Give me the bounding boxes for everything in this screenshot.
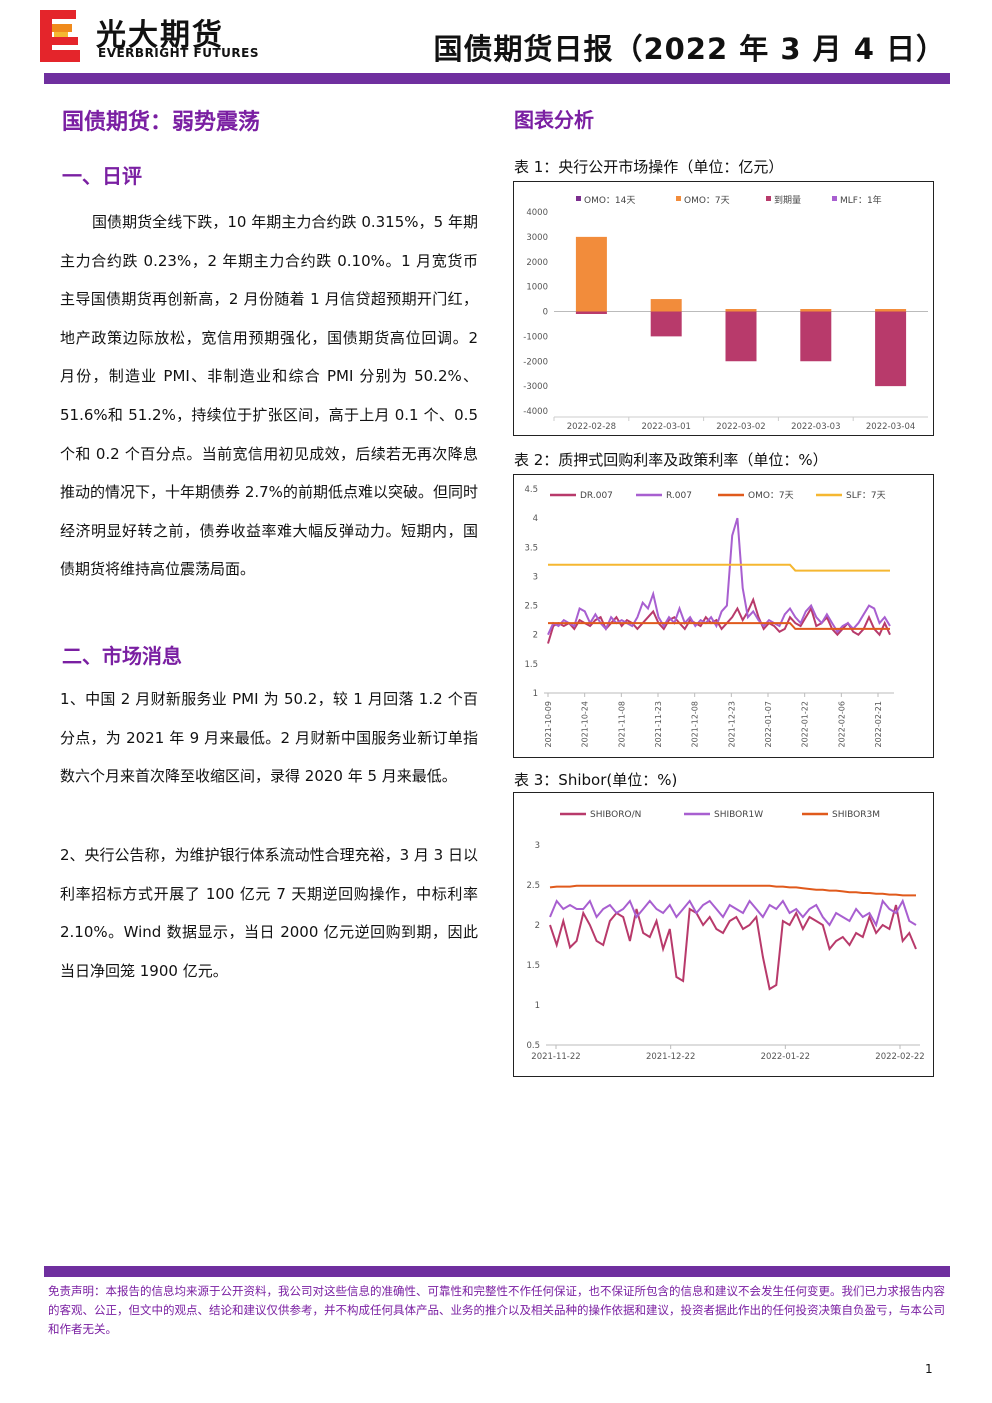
bar xyxy=(725,311,757,362)
y-tick-label: 2.5 xyxy=(526,881,540,891)
series-line xyxy=(547,517,891,636)
y-tick-label: 1000 xyxy=(526,283,548,293)
bar xyxy=(800,311,832,362)
disclaimer-text: 免责声明：本报告的信息均来源于公开资料，我公司对这些信息的准确性、可靠性和完整性… xyxy=(48,1284,945,1336)
x-tick-label: 2021-11-23 xyxy=(654,701,663,748)
bar xyxy=(800,309,832,312)
page-number: 1 xyxy=(925,1362,933,1376)
daily-review-paragraph: 国债期货全线下跌，10 年期主力合约跌 0.315%，5 年期主力合约跌 0.2… xyxy=(60,213,478,579)
x-tick-label: 2022-01-22 xyxy=(761,1052,810,1062)
company-logo xyxy=(40,10,82,62)
x-tick-label: 2022-02-28 xyxy=(567,422,616,432)
x-tick-label: 2021-12-22 xyxy=(646,1052,695,1062)
footer-divider xyxy=(44,1266,950,1277)
chart-repo-rates: DR.007 R.007 OMO：7天 SLF：7天 4.5 4 3.5 3 2.5 2 1.5 1 2… xyxy=(513,474,934,758)
x-tick-label: 2021-10-09 xyxy=(544,701,553,748)
brand-name-en: EVERBRIGHT FUTURES xyxy=(98,46,259,60)
legend-swatch xyxy=(676,196,681,201)
bar xyxy=(650,299,682,312)
y-tick-label: 4 xyxy=(533,514,538,524)
legend-label: OMO：14天 xyxy=(584,196,635,206)
chart-3-svg: SHIBORO/N SHIBOR1W SHIBOR3M32.521.510.5202… xyxy=(526,810,924,1062)
section-title-market-news: 二、市场消息 xyxy=(62,644,182,668)
y-tick-label: 3 xyxy=(533,572,538,582)
y-tick-label: 1.5 xyxy=(526,961,540,971)
report-title: 国债期货日报（2022 年 3 月 4 日） xyxy=(433,32,946,66)
y-tick-label: 4.5 xyxy=(524,485,538,495)
series-line xyxy=(549,904,917,991)
legend-label: SHIBOR3M xyxy=(832,810,880,820)
header-divider xyxy=(44,73,950,84)
x-tick-label: 2021-12-23 xyxy=(727,701,736,748)
x-tick-label: 2022-02-06 xyxy=(837,701,846,748)
series-line xyxy=(549,898,917,928)
x-tick-label: 2022-01-07 xyxy=(764,701,773,748)
x-tick-label: 2022-02-21 xyxy=(874,701,883,748)
y-tick-label: -3000 xyxy=(523,382,548,392)
y-tick-label: 3 xyxy=(535,841,540,851)
y-tick-label: 0 xyxy=(543,308,548,318)
legend-label: DR.007 xyxy=(580,491,613,501)
x-tick-label: 2022-01-22 xyxy=(801,701,810,748)
brand-name-cn: 光大期货 xyxy=(96,18,224,53)
y-tick-label: 1 xyxy=(533,689,538,699)
series-line xyxy=(549,884,916,897)
legend-label: SLF：7天 xyxy=(846,491,886,501)
series-line xyxy=(548,563,890,572)
y-tick-label: -4000 xyxy=(523,407,548,417)
legend-label: OMO：7天 xyxy=(748,491,794,501)
y-tick-label: 0.5 xyxy=(526,1041,540,1051)
legend-swatch xyxy=(576,196,581,201)
x-tick-label: 2021-11-22 xyxy=(531,1052,580,1062)
y-tick-label: 3000 xyxy=(526,233,548,243)
legend-label: SHIBOR1W xyxy=(714,810,763,820)
legend-label: R.007 xyxy=(666,491,692,501)
chart-section-title: 图表分析 xyxy=(514,108,594,132)
y-tick-label: 1.5 xyxy=(524,660,538,670)
x-tick-label: 2022-03-04 xyxy=(866,422,915,432)
x-tick-label: 2022-02-22 xyxy=(875,1052,924,1062)
legend-label: SHIBORO/N xyxy=(590,810,641,820)
x-tick-label: 2021-10-24 xyxy=(581,701,590,748)
x-tick-label: 2021-11-08 xyxy=(617,701,626,748)
article-title: 国债期货：弱势震荡 xyxy=(62,110,261,135)
legend-label: MLF：1年 xyxy=(840,194,882,206)
y-tick-label: 3.5 xyxy=(524,543,538,553)
bar xyxy=(575,236,607,312)
bar xyxy=(875,311,907,387)
series-line xyxy=(548,622,890,630)
y-tick-label: 2 xyxy=(533,631,538,641)
legend-label: 到期量 xyxy=(774,194,801,206)
y-tick-label: 2 xyxy=(535,921,540,931)
news-item-1: 1、中国 2 月财新服务业 PMI 为 50.2，较 1 月回落 1.2 个百分… xyxy=(60,690,478,786)
bar xyxy=(575,311,607,314)
news-item-2: 2、央行公告称，为维护银行体系流动性合理充裕，3 月 3 日以利率招标方式开展了… xyxy=(60,846,478,980)
y-tick-label: 2000 xyxy=(526,258,548,268)
chart-1-caption: 表 1：央行公开市场操作（单位：亿元） xyxy=(514,158,784,176)
x-tick-label: 2022-03-02 xyxy=(716,422,765,432)
chart-2-svg: DR.007 R.007 OMO：7天 SLF：7天4.543.532.521.512… xyxy=(524,485,894,748)
chart-omo-operations: OMO：14天 OMO：7天 到期量 MLF：1年 4000 3000 2000 1000 0 -… xyxy=(513,181,934,436)
y-tick-label: -1000 xyxy=(523,332,548,342)
y-tick-label: -2000 xyxy=(523,357,548,367)
x-tick-label: 2021-12-08 xyxy=(691,701,700,748)
y-tick-label: 4000 xyxy=(526,208,548,218)
section-title-daily-review: 一、日评 xyxy=(62,164,142,188)
chart-3-caption: 表 3：Shibor(单位：%) xyxy=(514,771,678,789)
legend-swatch xyxy=(832,196,837,201)
x-tick-label: 2022-03-03 xyxy=(791,422,840,432)
chart-shibor: SHIBORO/N SHIBOR1W SHIBOR3M 3 2.5 2 1.5 1 0.5 202… xyxy=(513,792,934,1077)
chart-1-svg: OMO：14天 OMO：7天 到期量 MLF：1年 4000 3000 2000 1000 0 -… xyxy=(523,194,928,432)
bar xyxy=(650,311,682,337)
y-tick-label: 2.5 xyxy=(524,602,538,612)
y-tick-label: 1 xyxy=(535,1001,540,1011)
x-tick-label: 2022-03-01 xyxy=(641,422,690,432)
bar xyxy=(725,309,757,312)
legend-swatch xyxy=(766,196,771,201)
chart-2-caption: 表 2：质押式回购利率及政策利率（单位：%） xyxy=(514,451,828,469)
legend-label: OMO：7天 xyxy=(684,196,730,206)
bar xyxy=(875,309,907,312)
